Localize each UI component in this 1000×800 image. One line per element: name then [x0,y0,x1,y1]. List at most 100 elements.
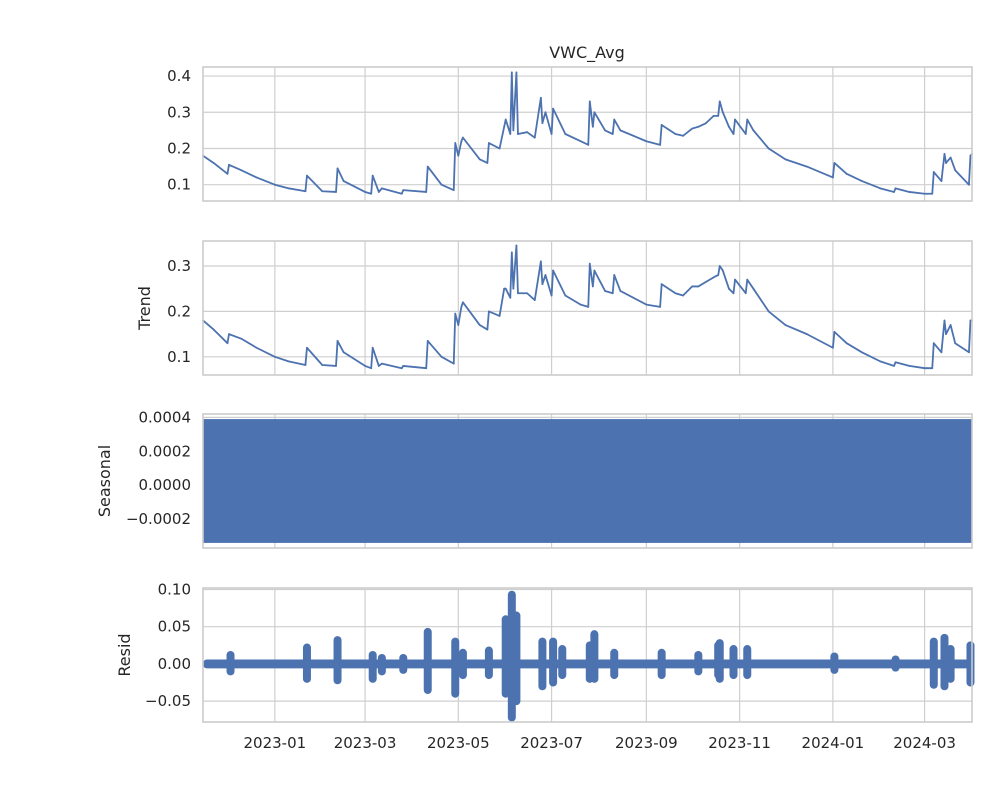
data-point [454,312,457,315]
data-point [504,118,507,121]
y-tick-label: 0.3 [167,103,191,121]
data-point [517,292,519,295]
data-point [611,133,614,135]
data-point [255,346,258,349]
data-point [541,283,544,286]
data-point [968,183,970,186]
data-point [659,305,662,308]
resid-burst [549,637,558,687]
y-tick-label: 0.3 [167,257,191,275]
data-point [893,191,895,193]
data-point [587,143,590,146]
data-point [752,287,755,290]
data-point [925,367,928,370]
data-point [879,360,882,363]
y-tick-label: 0.1 [167,348,191,366]
data-point [487,310,490,313]
data-point [674,133,677,135]
data-point [604,129,606,132]
x-tick-label: 2023-07 [520,734,583,752]
data-point [931,192,934,195]
data-point [240,169,243,172]
data-point [336,167,339,170]
data-point [304,364,307,366]
data-point [564,294,567,297]
data-point [533,136,536,139]
data-point [304,190,307,193]
data-point [940,351,943,354]
data-point [697,125,700,128]
resid-burst [399,653,408,674]
resid-burst [458,648,467,680]
data-point [943,153,946,155]
x-tick-label: 2023-01 [244,734,307,752]
data-point [462,136,464,139]
data-point [845,172,848,175]
resid-burst [830,652,839,674]
data-point [744,292,747,295]
x-tick-label: 2023-09 [615,734,678,752]
data-point [526,131,529,134]
data-point [949,324,952,326]
resid-burst [512,611,521,706]
y-axis-label: Seasonal [95,445,114,517]
data-point [306,346,308,349]
data-point [533,299,536,301]
x-tick-label: 2023-05 [427,734,490,752]
data-point [452,362,455,365]
data-point [587,305,590,308]
data-point [342,351,345,354]
data-point [544,111,547,114]
resid-burst [966,641,975,687]
data-point [541,122,544,125]
data-point [845,342,848,345]
data-point [588,100,591,103]
x-tick-label: 2023-03 [334,734,397,752]
data-point [504,287,507,290]
data-point [273,355,276,358]
data-point [767,147,770,150]
data-point [425,367,428,370]
data-point [591,125,594,128]
data-point [526,292,529,295]
data-point [721,269,724,272]
resid-burst [558,645,567,680]
data-point [945,162,947,164]
data-point [240,337,243,340]
panel-3: −0.05 0.00 0.05 0.10 Resid [115,580,975,723]
data-point [593,269,596,272]
data-point [228,333,230,336]
panel-1: 0.1 0.2 0.3 Trend [135,240,973,376]
panel-frame [202,240,973,376]
data-point [712,276,715,279]
data-point [674,292,677,295]
data-point [552,269,555,272]
data-point [342,180,345,182]
data-point [619,129,622,132]
resid-burst [333,636,342,685]
data-point [908,191,911,193]
data-point [550,294,553,297]
data-point [287,187,290,190]
resid-burst [610,648,619,680]
data-point [457,324,460,326]
y-tick-label: 0.4 [167,67,191,85]
data-point [335,191,337,193]
data-point [255,176,258,179]
data-point [746,278,749,281]
data-point [478,158,481,161]
data-point [426,340,429,342]
data-point [682,134,684,137]
resid-burst [715,639,724,683]
data-point [512,287,515,290]
data-point [923,367,926,370]
data-point [380,362,383,365]
x-tick-label: 2024-03 [893,734,956,752]
y-tick-label: 0.0002 [139,442,192,460]
data-point [718,100,721,103]
resid-burst [377,653,386,676]
data-point [831,176,834,179]
y-axis-label: Trend [135,286,154,331]
resid-burst [451,637,460,698]
panel-0: 0.1 0.2 0.3 0.4 [167,66,973,202]
